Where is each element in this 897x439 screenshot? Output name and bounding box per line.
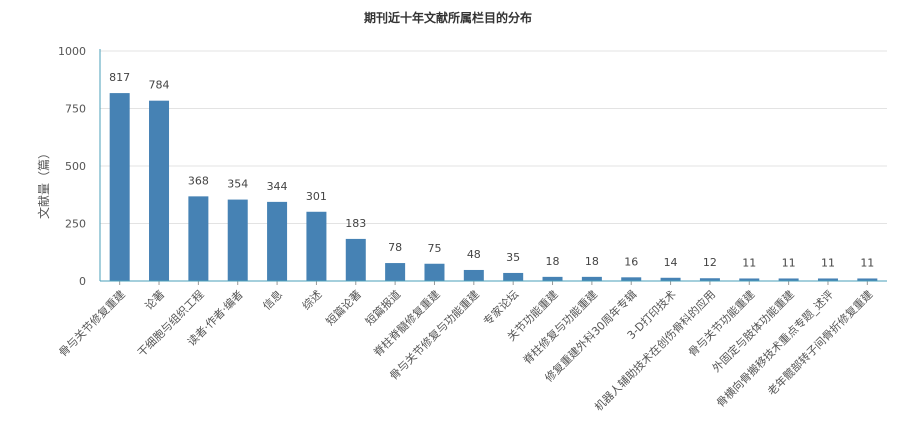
bar — [463, 269, 484, 281]
data-label: 368 — [188, 174, 209, 187]
bar — [385, 263, 406, 281]
x-tick-label: 专家论坛 — [480, 287, 521, 328]
bar — [778, 278, 799, 281]
gridlines — [100, 50, 887, 224]
data-label: 18 — [585, 255, 599, 268]
data-label: 78 — [388, 241, 402, 254]
data-label: 354 — [227, 178, 248, 191]
x-tick-label: 短篇论著 — [323, 287, 364, 328]
x-tick-label: 论著 — [142, 287, 167, 312]
x-tick-label: 脊柱修复与功能重建 — [520, 287, 600, 367]
y-tick-label: 1000 — [58, 45, 86, 58]
data-label: 344 — [267, 180, 288, 193]
y-axis-label: 文献量（篇） — [36, 147, 51, 219]
data-label: 48 — [467, 248, 481, 261]
data-label: 817 — [109, 71, 130, 84]
y-tick-label: 500 — [65, 160, 86, 173]
data-label: 11 — [742, 256, 756, 269]
data-label: 16 — [624, 255, 638, 268]
bar — [621, 277, 642, 281]
bar — [345, 238, 366, 281]
x-tick-label: 短篇报道 — [362, 287, 403, 328]
x-tick-label: 信息 — [260, 287, 285, 312]
x-tick-label: 综述 — [299, 287, 324, 312]
data-label: 11 — [821, 256, 835, 269]
y-tick-label: 0 — [79, 275, 86, 288]
bar — [227, 199, 248, 281]
bar — [581, 276, 602, 281]
bar — [699, 278, 720, 281]
data-label: 183 — [345, 217, 366, 230]
data-label: 11 — [860, 256, 874, 269]
data-label: 11 — [782, 256, 796, 269]
bar — [857, 278, 878, 281]
data-label: 75 — [427, 242, 441, 255]
y-axis-ticks: 0 250 500 750 1000 — [58, 45, 86, 288]
data-label: 301 — [306, 190, 327, 203]
bar — [109, 93, 130, 281]
bar — [306, 211, 327, 281]
x-tick-label: 干细胞与组织工程 — [134, 287, 206, 359]
bar — [424, 263, 445, 281]
bars — [109, 93, 878, 282]
bar — [149, 100, 170, 282]
chart-title: 期刊近十年文献所属栏目的分布 — [364, 10, 532, 25]
data-label: 784 — [149, 79, 170, 92]
bar — [817, 278, 838, 281]
x-tick-label: 骨与关节修复重建 — [56, 287, 128, 359]
bar — [660, 277, 681, 281]
data-label: 12 — [703, 256, 717, 269]
data-label: 35 — [506, 251, 520, 264]
bar — [503, 272, 524, 281]
y-tick-label: 750 — [65, 103, 86, 116]
x-tick-label: 脊柱脊髓修复重建 — [370, 287, 442, 359]
data-label: 14 — [664, 256, 678, 269]
bar — [739, 278, 760, 281]
y-tick-label: 250 — [65, 218, 86, 231]
data-labels: 817 784 368 354 344 301 183 78 75 48 35 18 18 16 14 12 1… — [109, 71, 874, 269]
bar — [267, 201, 288, 281]
bar — [542, 276, 563, 281]
data-label: 18 — [546, 255, 560, 268]
bar — [188, 196, 209, 281]
x-tick-label: 骨与关节功能重建 — [685, 287, 757, 359]
